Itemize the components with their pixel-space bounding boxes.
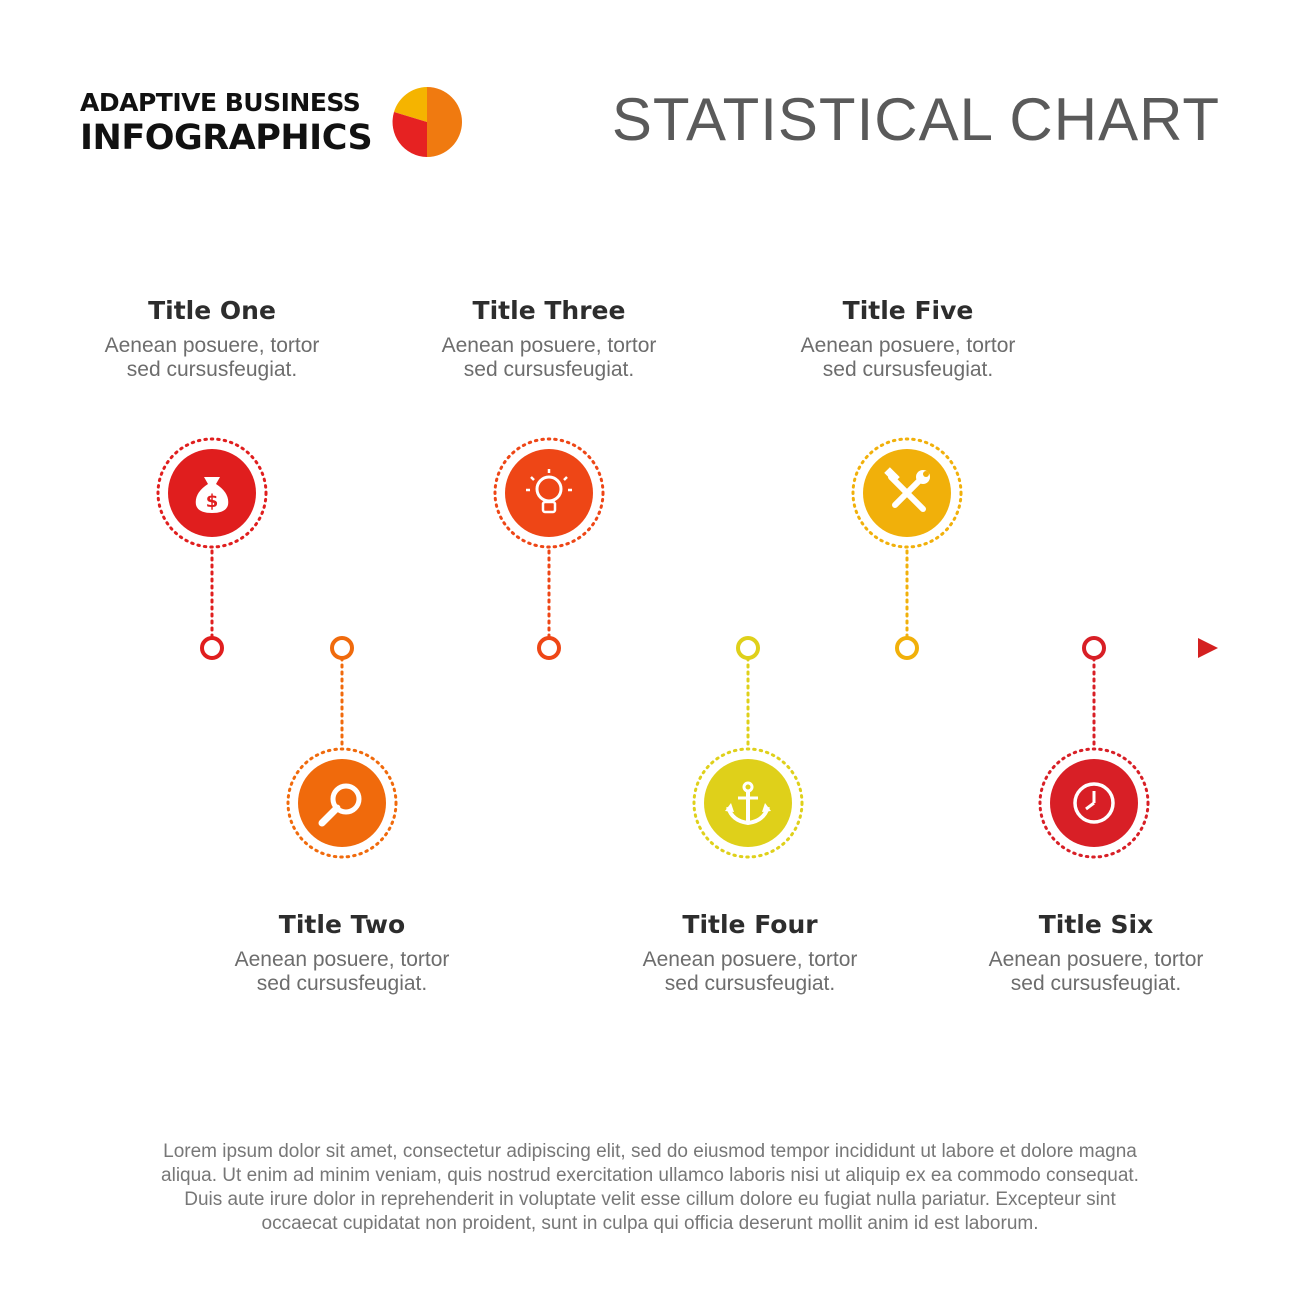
node-desc-line1: Aenean posuere, tortor xyxy=(104,334,320,357)
footer-line3: Duis aute irure dolor in reprehenderit i… xyxy=(184,1189,1116,1210)
node-desc-line1: Aenean posuere, tortor xyxy=(234,948,450,971)
node-desc-line2: sed cursusfeugiat. xyxy=(664,972,836,995)
footer-line2: aliqua. Ut enim ad minim veniam, quis no… xyxy=(161,1165,1139,1186)
footer-line4: occaecat cupidatat non proident, sunt in… xyxy=(261,1213,1039,1234)
node-ring-2 xyxy=(286,747,398,859)
node-ring-5 xyxy=(851,437,963,549)
axis-marker-2 xyxy=(330,636,354,660)
node-label-2: Title Two Aenean posuere, tortor sed cursu… xyxy=(192,910,492,996)
node-desc-line1: Aenean posuere, tortor xyxy=(800,334,1016,357)
node-desc-line2: sed cursusfeugiat. xyxy=(256,972,428,995)
logo-slice-orange xyxy=(427,87,462,157)
node-ring-6 xyxy=(1038,747,1150,859)
axis-marker-1 xyxy=(200,636,224,660)
node-label-5: Title Five Aenean posuere, tortor sed curs… xyxy=(758,296,1058,382)
axis-marker-4 xyxy=(736,636,760,660)
node-title: Title Four xyxy=(682,910,818,939)
axis-marker-5 xyxy=(895,636,919,660)
timeline-arrowhead xyxy=(1198,638,1218,658)
tools-icon xyxy=(884,467,930,512)
svg-text:$: $ xyxy=(206,491,219,512)
node-title: Title Three xyxy=(472,296,626,325)
logo-slice-yellow xyxy=(392,112,427,157)
axis-marker-3 xyxy=(537,636,561,660)
node-ring-4 xyxy=(692,747,804,859)
logo-slice-red xyxy=(394,87,427,122)
footer-line1: Lorem ipsum dolor sit amet, consectetur … xyxy=(163,1141,1137,1162)
node-desc-line2: sed cursusfeugiat. xyxy=(126,358,298,381)
node-label-6: Title Six Aenean posuere, tortor sed cursu… xyxy=(946,910,1246,996)
node-label-1: Title One Aenean posuere, tortor sed cursu… xyxy=(62,296,362,382)
node-title: Title One xyxy=(148,296,276,325)
node-desc-line2: sed cursusfeugiat. xyxy=(822,358,994,381)
node-desc-line2: sed cursusfeugiat. xyxy=(463,358,635,381)
clock-icon xyxy=(1073,782,1115,824)
node-desc-line1: Aenean posuere, tortor xyxy=(441,334,657,357)
timeline-diagram: $ xyxy=(156,437,1218,859)
brand-title: ADAPTIVE BUSINESS INFOGRAPHICS xyxy=(80,88,373,158)
node-desc-line2: sed cursusfeugiat. xyxy=(1010,972,1182,995)
footer-text: Lorem ipsum dolor sit amet, consectetur … xyxy=(90,1140,1210,1236)
node-circle-2 xyxy=(298,759,386,847)
node-label-4: Title Four Aenean posuere, tortor sed curs… xyxy=(600,910,900,996)
node-circle-3 xyxy=(505,449,593,537)
brand-title-line2: INFOGRAPHICS xyxy=(80,118,373,158)
node-title: Title Six xyxy=(1038,910,1154,939)
brand-title-line1: ADAPTIVE BUSINESS xyxy=(80,88,361,117)
node-desc-line1: Aenean posuere, tortor xyxy=(988,948,1204,971)
money-bag-icon: $ xyxy=(195,477,229,513)
node-title: Title Two xyxy=(278,910,406,939)
lightbulb-icon xyxy=(526,469,572,514)
page-title: STATISTICAL CHART xyxy=(611,86,1220,153)
axis-marker-6 xyxy=(1082,636,1106,660)
node-ring-1 xyxy=(156,437,268,549)
magnifier-icon xyxy=(318,783,362,827)
anchor-icon xyxy=(725,781,771,826)
node-title: Title Five xyxy=(842,296,974,325)
node-label-3: Title Three Aenean posuere, tortor sed cur… xyxy=(399,296,699,382)
node-ring-3 xyxy=(493,437,605,549)
node-desc-line1: Aenean posuere, tortor xyxy=(642,948,858,971)
pie-logo-icon xyxy=(392,87,462,157)
